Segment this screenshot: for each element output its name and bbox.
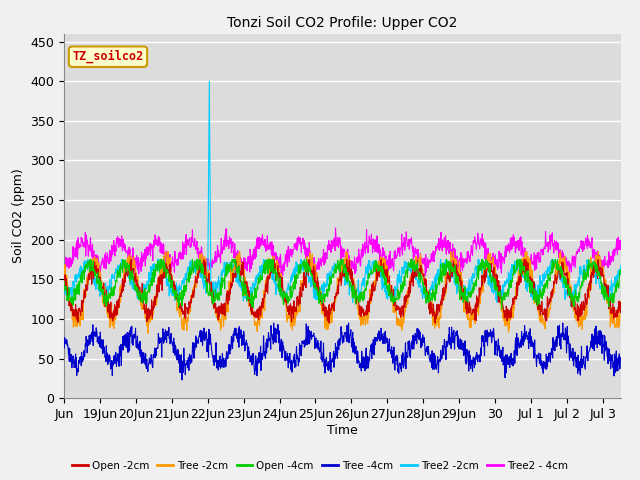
X-axis label: Time: Time bbox=[327, 424, 358, 437]
Text: TZ_soilco2: TZ_soilco2 bbox=[72, 50, 143, 63]
Title: Tonzi Soil CO2 Profile: Upper CO2: Tonzi Soil CO2 Profile: Upper CO2 bbox=[227, 16, 458, 30]
Legend: Open -2cm, Tree -2cm, Open -4cm, Tree -4cm, Tree2 -2cm, Tree2 - 4cm: Open -2cm, Tree -2cm, Open -4cm, Tree -4… bbox=[68, 456, 572, 475]
Y-axis label: Soil CO2 (ppm): Soil CO2 (ppm) bbox=[12, 168, 25, 264]
